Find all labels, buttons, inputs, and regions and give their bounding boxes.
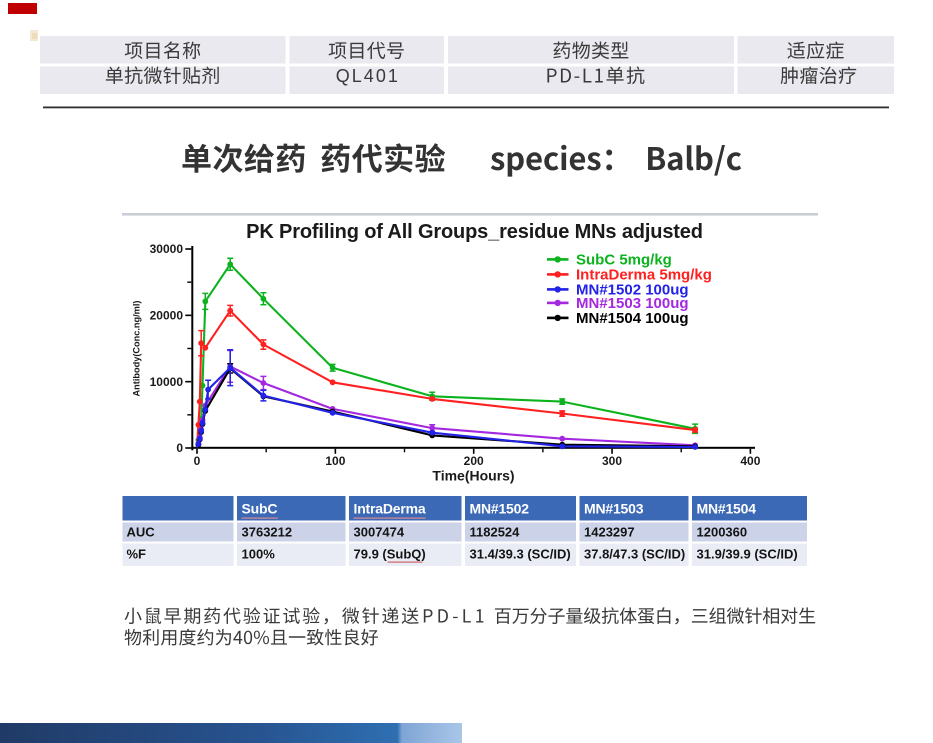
svg-text:MN#1504: MN#1504 xyxy=(697,501,757,517)
svg-text:400: 400 xyxy=(740,454,760,468)
svg-text:%F: %F xyxy=(127,547,147,562)
svg-text:MN#1503 100ug: MN#1503 100ug xyxy=(576,295,689,312)
svg-text:20000: 20000 xyxy=(150,309,184,323)
svg-text:3007474: 3007474 xyxy=(354,525,405,540)
svg-text:100: 100 xyxy=(325,454,345,468)
svg-text:3763212: 3763212 xyxy=(242,525,293,540)
svg-text:1200360: 1200360 xyxy=(697,525,748,540)
svg-text:IntraDerma: IntraDerma xyxy=(354,501,426,517)
svg-text:31.9/39.9 (SC/ID): 31.9/39.9 (SC/ID) xyxy=(697,547,798,562)
svg-text:0: 0 xyxy=(176,441,183,455)
svg-text:MN#1503: MN#1503 xyxy=(584,501,644,517)
svg-text:Time(Hours): Time(Hours) xyxy=(432,468,514,484)
svg-text:IntraDerma 5mg/kg: IntraDerma 5mg/kg xyxy=(576,267,712,284)
svg-text:10000: 10000 xyxy=(150,375,184,389)
svg-text:MN#1502: MN#1502 xyxy=(470,501,530,517)
svg-text:SubC: SubC xyxy=(242,501,278,517)
svg-text:SubC 5mg/kg: SubC 5mg/kg xyxy=(576,252,672,269)
svg-text:PK Profiling of All Groups_res: PK Profiling of All Groups_residue MNs a… xyxy=(246,221,703,243)
svg-text:31.4/39.3 (SC/ID): 31.4/39.3 (SC/ID) xyxy=(470,547,571,562)
svg-text:30000: 30000 xyxy=(150,242,184,256)
svg-text:QL401: QL401 xyxy=(336,66,400,86)
svg-text:0: 0 xyxy=(194,454,201,468)
svg-text:200: 200 xyxy=(464,454,484,468)
svg-text:79.9 (SubQ): 79.9 (SubQ) xyxy=(354,547,426,562)
svg-text:MN#1504 100ug: MN#1504 100ug xyxy=(576,310,689,327)
svg-text:300: 300 xyxy=(602,454,622,468)
svg-text:1423297: 1423297 xyxy=(584,525,635,540)
svg-text:37.8/47.3 (SC/ID): 37.8/47.3 (SC/ID) xyxy=(584,547,685,562)
svg-text:MN#1502 100ug: MN#1502 100ug xyxy=(576,282,689,299)
svg-text:100%: 100% xyxy=(242,547,276,562)
svg-text:1182524: 1182524 xyxy=(470,525,521,540)
svg-text:AUC: AUC xyxy=(127,525,156,540)
svg-text:Antibody(Conc.ng/ml): Antibody(Conc.ng/ml) xyxy=(132,301,142,397)
